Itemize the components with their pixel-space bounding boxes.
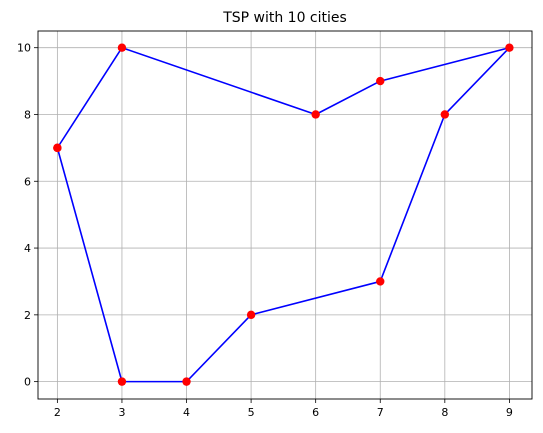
grid-lines — [38, 31, 532, 399]
x-tick-label: 4 — [183, 406, 190, 419]
city-point — [376, 277, 385, 286]
chart-title: TSP with 10 cities — [222, 10, 347, 26]
plot-frame — [37, 30, 533, 400]
city-point — [117, 43, 127, 52]
y-tick-label: 4 — [24, 242, 31, 255]
x-tick-label: 6 — [312, 406, 319, 419]
city-point — [182, 377, 191, 386]
y-tick-label: 6 — [24, 175, 31, 188]
x-tick-label: 8 — [441, 406, 448, 419]
y-tick-label: 8 — [24, 108, 31, 121]
city-point — [246, 310, 256, 320]
city-point — [376, 76, 385, 86]
city-point — [53, 143, 62, 153]
x-tick-label: 3 — [118, 406, 125, 419]
city-point — [505, 43, 514, 52]
y-tick-label: 2 — [24, 309, 31, 322]
city-point — [440, 110, 450, 119]
city-point — [117, 377, 127, 386]
route-series — [53, 43, 514, 386]
y-tick-label: 0 — [24, 376, 31, 389]
axis-ticks: 2 3 4 5 6 7 8 9 0 2 4 6 8 10 — [17, 42, 513, 419]
x-tick-label: 7 — [377, 406, 384, 419]
x-tick-label: 9 — [506, 406, 513, 419]
x-tick-label: 2 — [54, 406, 61, 419]
city-point — [311, 110, 320, 119]
y-tick-label: 10 — [17, 42, 31, 55]
x-tick-label: 5 — [248, 406, 255, 419]
